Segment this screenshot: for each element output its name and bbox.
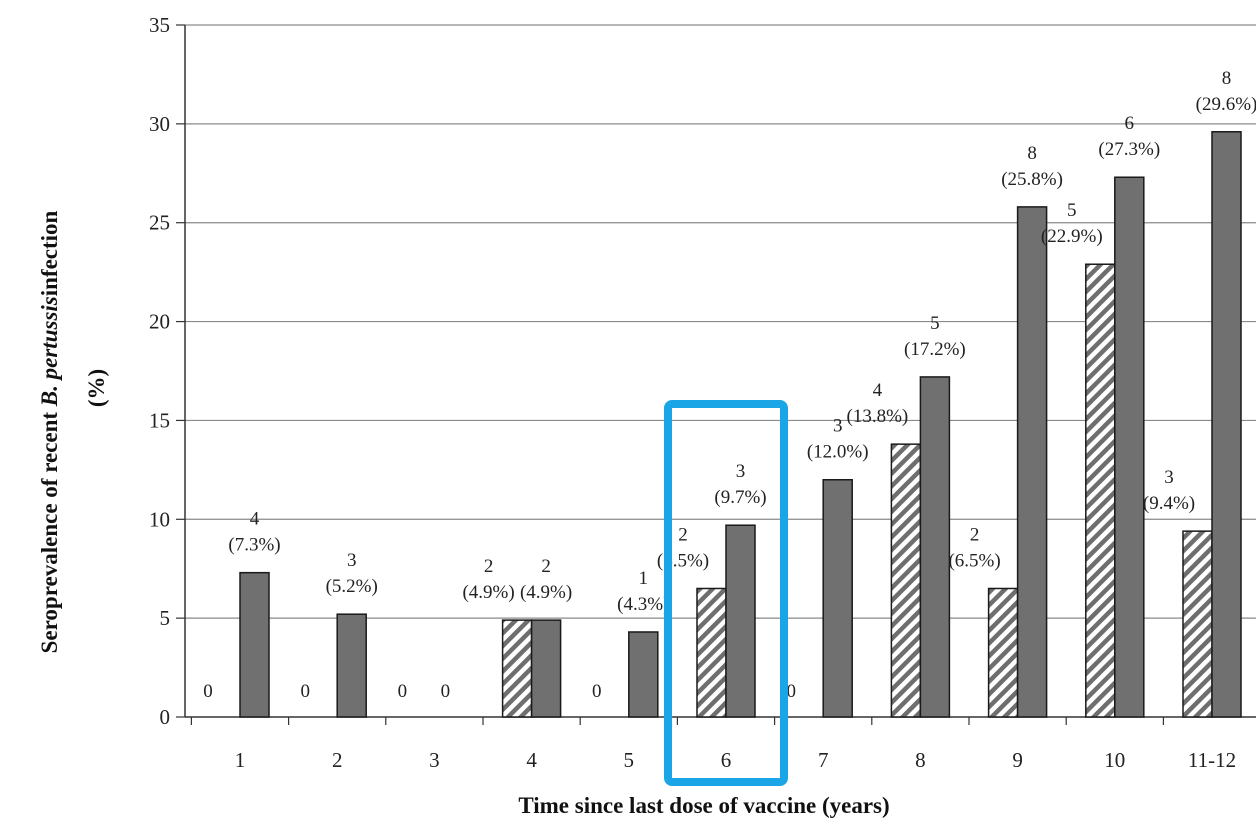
bar-hatched [890,443,922,718]
y-tick-label: 5 [160,606,171,630]
bar-solid [530,619,562,718]
data-label-count-solid: 0 [441,681,451,702]
data-label-count-solid: 4 [250,509,260,530]
x-tick-label: 6 [721,748,732,772]
y-axis-title-unit: (%) [84,369,109,407]
bar-hatched [987,587,1019,718]
bar-solid [725,524,756,718]
x-tick-label: 3 [429,748,440,772]
bar-solid [822,478,853,718]
bar-solid [1114,176,1145,718]
data-label-count-hatched: 0 [300,681,310,702]
svg-text:Seroprevalence of recent B. pe: Seroprevalence of recent B. pertussisinf… [37,210,62,653]
bar-solid [336,613,367,718]
y-axis-title-italic: B. pertussis [37,296,62,407]
data-label-count-hatched: 3 [1164,467,1174,488]
data-label-pct-solid: (17.2%) [904,339,966,360]
data-label-count-solid: 5 [930,313,940,334]
y-tick-label: 10 [149,507,170,531]
x-tick-label: 1 [235,748,246,772]
bar-hatched [501,619,533,718]
x-tick-label: 8 [915,748,926,772]
data-label-pct-solid: (4.9%) [520,582,572,603]
data-label-count-solid: 3 [347,550,357,571]
x-tick-label: 7 [818,748,829,772]
y-tick-label: 0 [160,705,171,729]
bar-solid [1016,206,1048,718]
y-tick-label: 25 [149,211,170,235]
x-tick-label: 9 [1012,748,1023,772]
data-label-count-hatched: 2 [970,524,980,545]
x-tick-label: 5 [624,748,635,772]
data-label-count-solid: 1 [639,568,649,589]
x-tick-labels: 1 2 3 4 5 6 7 8 9 10 11-12 [235,748,1236,772]
bar-solid [919,376,951,718]
y-axis-title: Seroprevalence of recent B. pertussisinf… [37,210,62,653]
data-label-pct-solid: (25.8%) [1001,169,1063,190]
y-tick-labels: 0 5 10 15 20 25 30 35 [149,13,170,729]
y-tick-label: 30 [149,112,170,136]
data-label-count-hatched: 2 [484,556,494,577]
data-label-pct-solid: (5.2%) [326,576,378,597]
y-axis-title-suffix: infection [37,210,62,296]
y-tick-label: 35 [149,13,170,37]
bar-hatched [1085,263,1116,718]
data-label-pct-solid: (12.0%) [807,442,869,463]
data-label-pct-solid: (7.3%) [228,535,280,556]
data-label-pct-hatched: (22.9%) [1041,226,1103,247]
data-label-pct-solid: (27.3%) [1098,139,1160,160]
y-tick-label: 15 [149,408,170,432]
data-label-count-hatched: 4 [873,380,883,401]
data-label-count-hatched: 2 [678,524,688,545]
x-tick-label: 2 [332,748,343,772]
y-axis-title-prefix: Seroprevalence of recent [37,406,62,653]
x-tick-label: 4 [526,748,537,772]
data-label-pct-hatched: (13.8%) [847,406,909,427]
data-label-count-solid: 2 [541,556,551,577]
x-tick-label: 11-12 [1188,748,1236,772]
data-label-count-solid: 8 [1027,143,1037,164]
data-label-count-solid: 3 [833,416,843,437]
data-label-count-hatched: 0 [592,681,602,702]
bar-solid [1211,131,1242,718]
x-axis-title: Time since last dose of vaccine (years) [518,793,889,818]
data-label-count-solid: 6 [1125,113,1135,134]
data-label-count-hatched: 5 [1067,200,1077,221]
data-label-pct-hatched: (4.9%) [462,582,514,603]
data-label-pct-solid: (29.6%) [1196,94,1256,115]
bar-hatched [1182,530,1213,718]
data-label-count-solid: 8 [1222,68,1232,89]
data-label-count-hatched: 0 [786,681,796,702]
data-label-pct-solid: (4.3%) [617,594,669,615]
data-label-count-solid: 3 [736,461,746,482]
data-label-pct-solid: (9.7%) [714,487,766,508]
bar-hatched [696,587,727,718]
y-tick-label: 20 [149,310,170,334]
data-label-count-hatched: 0 [398,681,408,702]
bars [239,131,1242,718]
bar-solid [628,631,659,718]
bar-solid [239,571,270,718]
highlight-box [664,400,788,786]
data-label-pct-hatched: (9.4%) [1143,493,1195,514]
data-label-count-hatched: 0 [203,681,213,702]
data-label-pct-hatched: (6.5%) [948,550,1000,571]
x-tick-label: 10 [1104,748,1125,772]
